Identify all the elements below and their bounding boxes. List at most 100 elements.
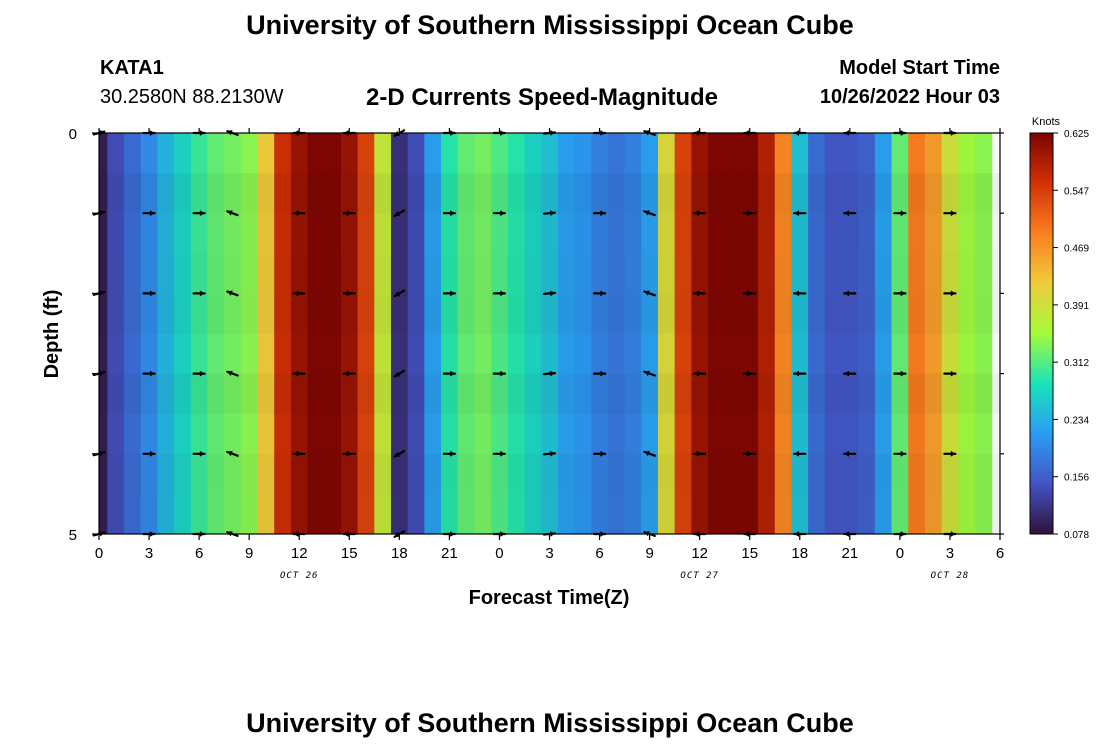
vector-head (500, 531, 505, 537)
depth-band (99, 133, 1000, 173)
vector-head (950, 531, 956, 537)
current-vector (492, 290, 506, 297)
current-vector (592, 290, 607, 297)
current-vector (226, 210, 239, 217)
current-vector (643, 130, 656, 136)
heat-column (891, 133, 909, 534)
vector-head (600, 370, 606, 377)
vector-head (99, 130, 105, 136)
colorbar-tick-label: 0.469 (1064, 244, 1089, 255)
heat-column (107, 133, 125, 534)
model-start-value: 10/26/2022 Hour 03 (819, 86, 1000, 108)
heat-column (974, 133, 993, 534)
vector-head (227, 531, 233, 537)
heat-column (340, 133, 359, 534)
heatmap-cells (99, 133, 993, 534)
vector-head (794, 290, 799, 297)
x-tick-label: 12 (691, 545, 708, 562)
depth-band (99, 414, 1000, 454)
current-vector (142, 290, 156, 297)
current-vector (142, 210, 156, 217)
current-vector (142, 531, 156, 537)
colorbar-tick-label: 0.156 (1064, 473, 1089, 484)
vector-head (500, 130, 505, 136)
vector-head (500, 370, 505, 377)
main-title: University of Southern Mississippi Ocean… (246, 10, 854, 40)
current-vector (793, 290, 807, 297)
current-vector (893, 531, 907, 537)
vector-head (644, 130, 650, 136)
current-vector (943, 210, 957, 217)
heat-column (357, 133, 375, 534)
heat-column (507, 133, 526, 534)
vector-head (199, 290, 205, 297)
vector-head (794, 450, 799, 457)
current-vector (793, 370, 807, 377)
vector-head (644, 210, 650, 216)
vector-head (950, 130, 956, 136)
heat-column (758, 133, 776, 534)
current-vector (693, 531, 707, 537)
current-vector (592, 450, 607, 457)
current-vector (393, 530, 406, 538)
x-tick-label: 3 (145, 545, 153, 562)
current-vector (226, 450, 239, 457)
current-vector (192, 210, 206, 217)
heat-column (374, 133, 392, 534)
heat-column (791, 133, 809, 534)
vector-head (199, 531, 205, 537)
current-vector (192, 370, 206, 377)
vector-head (844, 210, 849, 217)
vector-head (99, 370, 105, 377)
vector-head (343, 370, 349, 377)
heat-column (674, 133, 692, 534)
vector-head (450, 370, 455, 377)
vector-head (343, 130, 349, 136)
vector-head (199, 130, 205, 136)
current-vector (442, 210, 456, 217)
current-vector (592, 370, 607, 377)
x-tick-label: 21 (841, 545, 858, 562)
vector-head (600, 290, 606, 297)
current-vector (793, 130, 807, 136)
vector-head (844, 290, 849, 297)
vector-head (744, 531, 749, 537)
heat-column (224, 133, 242, 534)
vector-head (227, 130, 233, 136)
current-vector (342, 370, 356, 377)
vector-head (900, 130, 906, 136)
vector-head (744, 210, 749, 217)
current-vector (843, 210, 857, 217)
heat-column (157, 133, 175, 534)
current-vector (442, 531, 456, 537)
vector-head (450, 130, 455, 136)
colorbar-tick-label: 0.234 (1064, 415, 1089, 426)
current-vector (442, 290, 456, 297)
vector-head (149, 210, 155, 217)
current-vector (843, 450, 857, 457)
vector-head (694, 210, 699, 217)
vector-head (844, 531, 849, 537)
x-tick-label: 12 (291, 545, 308, 562)
current-vector (492, 370, 506, 377)
current-vector (743, 450, 757, 457)
vector-head (343, 450, 349, 457)
vector-head (293, 290, 299, 297)
current-vector (693, 210, 707, 217)
vector-head (293, 370, 299, 377)
current-vector (743, 531, 757, 537)
vector-head (500, 450, 505, 457)
depth-band (99, 373, 1000, 414)
vector-head (394, 211, 401, 217)
y-tick-label-bottom: 5 (69, 527, 77, 544)
vector-head (199, 210, 205, 217)
vector-head (900, 290, 906, 297)
current-vector (643, 290, 656, 297)
x-tick-label: 3 (545, 545, 553, 562)
vector-head (450, 210, 455, 217)
vector-head (550, 210, 555, 216)
heat-column (240, 133, 259, 534)
colorbar (1029, 132, 1054, 535)
heat-column (390, 133, 409, 534)
current-vector (542, 531, 557, 537)
